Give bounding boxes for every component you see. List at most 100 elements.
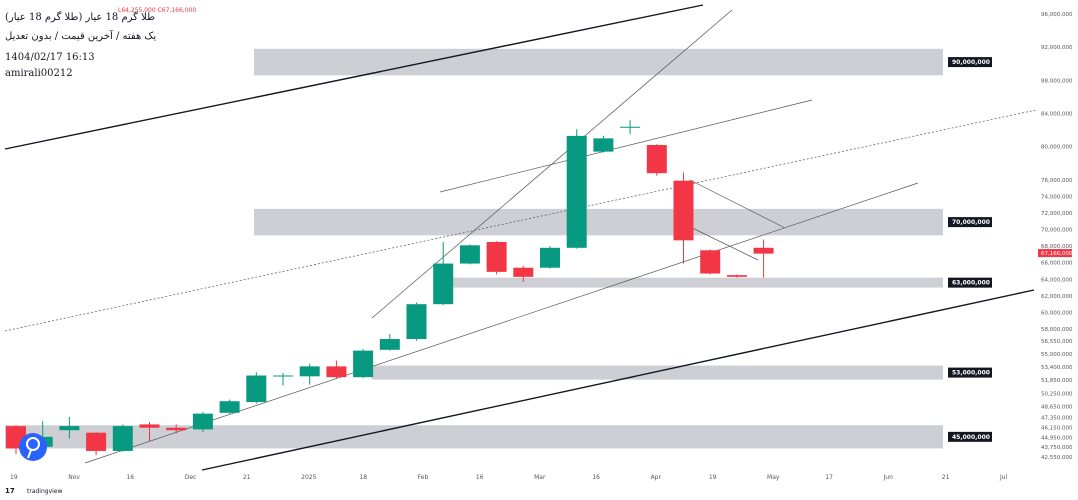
price-tick-label: 80,000,000 bbox=[1041, 145, 1073, 151]
chart-datetime: 1404/02/17 16:13 bbox=[5, 52, 95, 63]
tradingview-brand[interactable]: tradingview bbox=[27, 488, 63, 495]
candle-body bbox=[273, 375, 293, 377]
price-tick-label: 72,000,000 bbox=[1041, 211, 1073, 217]
candle-body bbox=[166, 427, 187, 431]
candle-body bbox=[353, 350, 374, 378]
zone-band bbox=[372, 365, 943, 380]
time-tick-label: Mar bbox=[534, 474, 546, 481]
price-tick-label: 43,750,000 bbox=[1041, 445, 1073, 451]
pin-logo bbox=[19, 433, 47, 461]
last-price-marker bbox=[1038, 249, 1072, 258]
zone-label-box bbox=[948, 57, 992, 68]
price-tick-label: 48,650,000 bbox=[1041, 405, 1073, 411]
time-tick-label: 18 bbox=[359, 474, 367, 481]
zone-labels: 90,000,000 70,000,000 63,000,000 53,000,000… bbox=[948, 57, 992, 442]
logo-circle bbox=[19, 433, 47, 461]
price-axis[interactable]: 96,000,000 92,000,000 88,000,000 84,000,000… bbox=[1038, 12, 1073, 461]
chart-subtitle: یک هفته / آخرین قیمت / بدون تعدیل bbox=[5, 31, 157, 42]
zone-label-text: 53,000,000 bbox=[952, 370, 990, 377]
candle-body bbox=[646, 145, 667, 174]
candle-body bbox=[326, 366, 347, 378]
candle-body bbox=[86, 432, 107, 451]
candle-body bbox=[406, 304, 427, 340]
zone-label-box bbox=[948, 367, 992, 378]
price-tick-label: 55,000,000 bbox=[1041, 352, 1073, 358]
candle-body bbox=[726, 275, 747, 277]
price-tick-label: 42,550,000 bbox=[1041, 455, 1073, 461]
time-tick-label: 16 bbox=[476, 474, 484, 481]
candle-body bbox=[379, 339, 400, 350]
time-tick-label: Apr bbox=[651, 474, 662, 481]
price-tick-label: 96,000,000 bbox=[1041, 12, 1073, 18]
price-tick-label: 68,000,000 bbox=[1041, 244, 1073, 250]
candle-body bbox=[753, 247, 774, 254]
zone-label-text: 90,000,000 bbox=[952, 59, 990, 66]
candle-body bbox=[673, 180, 694, 241]
price-tick-label: 92,000,000 bbox=[1041, 45, 1073, 51]
logo-pin-stem bbox=[27, 449, 32, 459]
trend-line bbox=[439, 99, 813, 193]
candlestick-series bbox=[6, 120, 774, 456]
time-tick-label: 17 bbox=[825, 474, 833, 481]
price-tick-label: 74,000,000 bbox=[1041, 194, 1073, 200]
price-tick-label: 66,000,000 bbox=[1041, 261, 1073, 267]
price-tick-label: 88,000,000 bbox=[1041, 78, 1073, 84]
trend-line bbox=[4, 4, 704, 150]
price-tick-label: 84,000,000 bbox=[1041, 111, 1073, 117]
price-tick-label: 51,850,000 bbox=[1041, 378, 1073, 384]
time-tick-label: 21 bbox=[243, 474, 251, 481]
time-tick-label: 2025 bbox=[301, 474, 316, 481]
time-tick-label: Feb bbox=[418, 474, 429, 481]
candle-body bbox=[299, 366, 320, 377]
price-tick-label: 70,000,000 bbox=[1041, 228, 1073, 234]
time-tick-label: 19 bbox=[10, 474, 18, 481]
price-tick-label: 60,000,000 bbox=[1041, 310, 1073, 316]
time-tick-label: Dec bbox=[185, 474, 197, 481]
price-tick-label: 58,000,000 bbox=[1041, 327, 1073, 333]
trend-line bbox=[689, 179, 786, 229]
time-tick-label: 19 bbox=[709, 474, 717, 481]
price-tick-label: 53,400,000 bbox=[1041, 365, 1073, 371]
candle-body bbox=[486, 242, 507, 272]
price-tick-label: 47,350,000 bbox=[1041, 415, 1073, 421]
trend-line bbox=[201, 289, 1035, 471]
time-tick-label: 16 bbox=[592, 474, 600, 481]
chart-title: طلا گرم 18 عیار (طلا گرم 18 عیار) bbox=[5, 12, 156, 23]
time-tick-label: 21 bbox=[942, 474, 950, 481]
zone-label-box bbox=[948, 277, 992, 288]
zone-band bbox=[450, 277, 943, 288]
price-tick-label: 46,150,000 bbox=[1041, 425, 1073, 431]
chart-author: amirali00212 bbox=[5, 68, 73, 79]
trend-line bbox=[84, 182, 919, 464]
candle-body bbox=[540, 247, 560, 268]
candle-body bbox=[566, 135, 587, 248]
price-tick-label: 62,000,000 bbox=[1041, 294, 1073, 300]
time-axis[interactable]: 19 Nov 16 Dec 21 2025 18 Feb 16 Mar 16 Apr 19 May 17 Ju… bbox=[10, 474, 1008, 481]
ohlc-readout: L64,255,000 C67,166,000 bbox=[118, 7, 197, 14]
candle-body bbox=[620, 126, 641, 128]
candle-body bbox=[513, 267, 534, 277]
tradingview-mark: 17 bbox=[5, 487, 15, 495]
price-tick-label: 64,000,000 bbox=[1041, 277, 1073, 283]
zone-label-text: 45,000,000 bbox=[952, 434, 990, 441]
candle-body bbox=[139, 424, 160, 428]
time-tick-label: 16 bbox=[126, 474, 134, 481]
candle-body bbox=[459, 245, 480, 264]
candle-body bbox=[700, 250, 721, 274]
candle-body bbox=[192, 413, 213, 430]
price-tick-label: 76,000,000 bbox=[1041, 178, 1073, 184]
zone-band bbox=[254, 208, 943, 236]
time-tick-label: Jun bbox=[883, 474, 894, 481]
candle-body bbox=[112, 426, 133, 451]
last-price-label: 67,166,000 bbox=[1041, 251, 1073, 257]
candle-body bbox=[593, 138, 614, 152]
candle-body bbox=[219, 401, 240, 413]
time-tick-label: May bbox=[767, 474, 780, 481]
zone-band bbox=[5, 425, 943, 449]
trend-lines bbox=[4, 4, 1037, 471]
candle-body bbox=[59, 426, 80, 431]
price-tick-label: 44,950,000 bbox=[1041, 435, 1073, 441]
time-tick-label: Nov bbox=[68, 474, 80, 481]
logo-inner-ring bbox=[26, 437, 40, 451]
